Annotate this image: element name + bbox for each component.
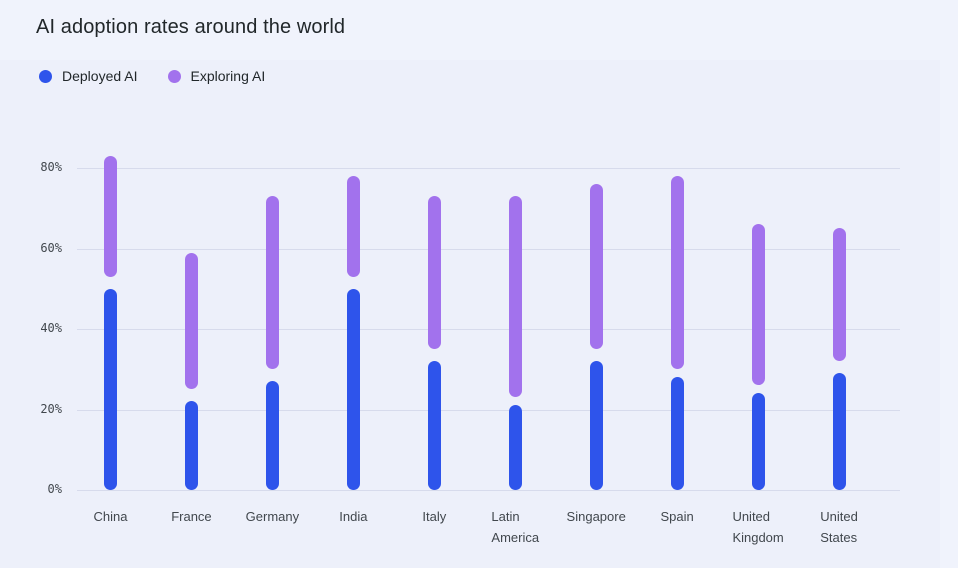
- legend-swatch-exploring-icon: [167, 69, 181, 83]
- bar-deployed-ai-united-states[interactable]: [832, 373, 846, 490]
- bar-deployed-ai-italy[interactable]: [427, 361, 441, 490]
- legend-label-exploring-ai: Exploring AI: [190, 68, 266, 84]
- bar-deployed-ai-spain[interactable]: [670, 377, 684, 490]
- bar-exploring-ai-italy[interactable]: [427, 196, 441, 350]
- bar-deployed-ai-germany[interactable]: [265, 381, 279, 490]
- bar-deployed-ai-united-kingdom[interactable]: [751, 393, 765, 490]
- bar-exploring-ai-spain[interactable]: [670, 176, 684, 370]
- bar-deployed-ai-china[interactable]: [104, 288, 117, 490]
- legend-item-exploring-ai[interactable]: Exploring AI: [167, 68, 266, 84]
- bar-exploring-ai-united-states[interactable]: [832, 228, 846, 362]
- bar-exploring-ai-latin-america[interactable]: [508, 196, 522, 398]
- legend-label-deployed-ai: Deployed AI: [62, 68, 138, 84]
- bar-exploring-ai-singapore[interactable]: [589, 184, 603, 350]
- bar-deployed-ai-india[interactable]: [346, 288, 360, 490]
- chart-title: AI adoption rates around the world: [36, 16, 346, 38]
- bar-deployed-ai-latin-america[interactable]: [508, 405, 522, 490]
- legend: Deployed AI Exploring AI: [39, 68, 295, 84]
- bar-deployed-ai-france[interactable]: [184, 401, 198, 490]
- bar-exploring-ai-germany[interactable]: [265, 196, 279, 370]
- legend-item-deployed-ai[interactable]: Deployed AI: [39, 68, 138, 84]
- chart-card-background: [0, 60, 940, 568]
- bar-exploring-ai-united-kingdom[interactable]: [751, 224, 765, 386]
- legend-swatch-deployed-icon: [39, 69, 52, 83]
- bar-exploring-ai-france[interactable]: [184, 252, 198, 390]
- bar-exploring-ai-china[interactable]: [104, 155, 117, 277]
- bar-deployed-ai-singapore[interactable]: [589, 361, 603, 490]
- bar-exploring-ai-india[interactable]: [346, 176, 360, 277]
